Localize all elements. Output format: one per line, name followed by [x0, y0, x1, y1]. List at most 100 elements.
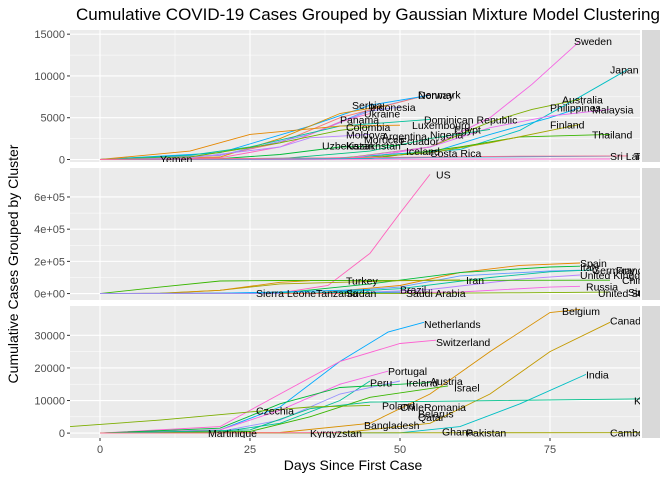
country-label: Sudan [346, 288, 377, 300]
country-label: Morocco [364, 134, 404, 146]
country-label: Moldova [346, 129, 386, 141]
y-tick-label: 15000 [34, 29, 65, 41]
country-label: Colombia [346, 122, 391, 134]
country-label: Iran [466, 275, 484, 287]
series-line-austria [99, 382, 431, 434]
y-tick-label: 0 [59, 154, 65, 166]
series-line-switzerland [99, 339, 437, 434]
country-label: Austria [430, 376, 463, 388]
y-tick-label: 30000 [34, 330, 65, 342]
country-label: Costa Rica [430, 148, 482, 160]
country-label: Poland [382, 400, 415, 412]
country-label: Kazakhstan [346, 140, 401, 152]
y-tick-label: 4e+05 [34, 224, 65, 236]
y-tick-label: 20000 [34, 363, 65, 375]
x-tick-label: 25 [244, 444, 256, 456]
panel-2: 0e+00 2e+05 4e+05 6e+05 US SpainItalyGermanyF… [34, 168, 672, 301]
country-label: Belgium [562, 306, 600, 318]
country-label: Indonesia [370, 102, 416, 114]
country-label: Ireland [406, 378, 438, 390]
country-label: Australia [562, 94, 603, 106]
country-label: Yemen [160, 154, 192, 166]
y-tick-label: 10000 [34, 71, 65, 83]
panel-3: 0 10000 20000 30000 Belgium Canada Netherlands… [34, 306, 662, 456]
country-label: United States [598, 288, 661, 300]
x-tick-label: 75 [544, 444, 556, 456]
country-label: Kyrgyzstan [310, 428, 362, 440]
country-label: Luxembourg [412, 120, 471, 132]
country-label: Germany [592, 265, 636, 277]
country-label: Ukraine [364, 109, 400, 121]
y-tick-label: 2e+05 [34, 256, 65, 268]
country-label: China [622, 275, 650, 287]
country-label: Thailand [592, 129, 632, 141]
country-label: Czechia [256, 405, 294, 417]
series-line-israel [99, 385, 449, 434]
country-label: United Kingdom [580, 270, 655, 282]
country-label: Canada [610, 316, 647, 328]
country-label: Singapore [628, 287, 672, 299]
country-label: Egypt [454, 124, 481, 136]
panel-1: 0 5000 10000 15000 Sweden Japan AustraliaPhili… [34, 29, 667, 166]
country-label: Denmark [418, 89, 461, 101]
country-label: Sri Lanka [610, 151, 655, 163]
country-label: Panama [340, 114, 379, 126]
panels: 050001000015000SwedenJapanAustraliaPhili… [34, 29, 672, 456]
series-line-korea [99, 398, 640, 434]
country-label: Turkey [346, 276, 378, 288]
country-label: Ghana [442, 426, 474, 438]
country-label: Pakistan [466, 427, 506, 439]
facet-strip: 3: a = 11998, b = 0.2, c = … [642, 306, 660, 438]
country-label: Argentina [382, 131, 427, 143]
series-line-dominican-republic [99, 118, 431, 160]
country-label: Sweden [574, 36, 612, 48]
country-label: Belarus [418, 409, 454, 421]
panel-background [70, 30, 640, 162]
facet-strip: 1: a = 3983, b = 0.09, c = … [642, 30, 660, 162]
country-label: India [586, 369, 609, 381]
y-tick-label: 0e+00 [34, 289, 65, 301]
country-label: Portugal [388, 366, 427, 378]
country-label: Dominican Republic [424, 114, 517, 126]
series-line-luxembourg [99, 124, 401, 160]
country-label: Malaysia [592, 104, 634, 116]
y-tick-label: 5000 [41, 113, 65, 125]
country-label: Saudi Arabia [406, 288, 466, 300]
country-label: Ecuador [400, 136, 440, 148]
y-tick-label: 10000 [34, 396, 65, 408]
y-tick-label: 0 [59, 428, 65, 440]
country-label: Netherlands [424, 319, 481, 331]
country-label: Qatar [418, 412, 445, 424]
panel-background [70, 306, 640, 438]
country-label: Taiwan [634, 151, 667, 163]
series-line-taiwan [99, 155, 629, 160]
country-label: Uzbekistan [322, 140, 374, 152]
country-label: Philippines [550, 103, 601, 115]
facet-strip: 2: a = 326117, b = 0.16, c = … [642, 168, 660, 300]
country-labels: Belgium Canada Netherlands Switzerland Portu… [208, 306, 662, 440]
country-label: Korea [634, 396, 662, 408]
country-label: Chile [400, 402, 424, 414]
x-tick-label: 50 [394, 444, 406, 456]
series-line-martinique [99, 432, 341, 434]
country-label: Martinique [208, 428, 257, 440]
country-label: Tanzania [316, 288, 358, 300]
series-line-colombia [99, 126, 371, 160]
series-line-china [99, 279, 611, 295]
country-label: France [616, 265, 649, 277]
country-label: Bangladesh [364, 420, 420, 432]
series-lines [99, 40, 629, 160]
chart-title: Cumulative COVID-19 Cases Grouped by Gau… [76, 5, 660, 24]
country-label: Norway [418, 90, 454, 102]
y-axis-title: Cumulative Cases Grouped by Cluster [5, 144, 21, 383]
series-line-czechia [70, 404, 371, 428]
series-lines [70, 308, 640, 434]
country-label: Peru [370, 378, 392, 390]
country-label: Finland [550, 119, 585, 131]
series-line-moldova [99, 133, 371, 160]
country-label: Iceland [406, 146, 440, 158]
country-label: Romania [424, 402, 466, 414]
series-lines [99, 174, 611, 295]
